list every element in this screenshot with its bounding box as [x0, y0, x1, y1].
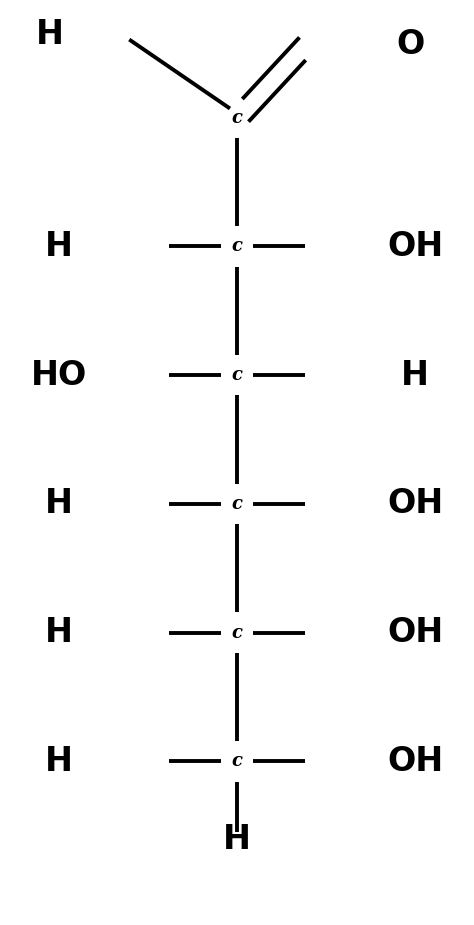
Text: H: H — [36, 18, 64, 52]
Text: c: c — [231, 752, 243, 771]
Text: H: H — [45, 230, 73, 263]
Text: H: H — [401, 359, 429, 391]
Text: H: H — [45, 616, 73, 649]
Text: c: c — [231, 366, 243, 384]
Text: c: c — [231, 109, 243, 127]
Text: c: c — [231, 238, 243, 255]
Text: c: c — [231, 495, 243, 512]
Text: H: H — [45, 487, 73, 521]
Text: H: H — [45, 745, 73, 778]
Text: O: O — [396, 28, 424, 61]
Text: c: c — [231, 623, 243, 642]
Text: OH: OH — [387, 745, 443, 778]
Text: OH: OH — [387, 487, 443, 521]
Text: H: H — [223, 823, 251, 856]
Text: OH: OH — [387, 616, 443, 649]
Text: OH: OH — [387, 230, 443, 263]
Text: HO: HO — [31, 359, 87, 391]
